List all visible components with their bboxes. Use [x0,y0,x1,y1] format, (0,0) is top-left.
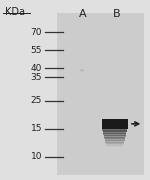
Bar [105,139,125,140]
Bar [103,131,127,132]
Ellipse shape [80,69,84,72]
Bar [102,128,127,129]
Text: 55: 55 [30,46,42,55]
Bar [106,147,123,148]
Bar [106,144,124,145]
Bar [102,130,127,131]
Bar [102,129,127,130]
Bar [103,134,126,135]
Bar [106,145,123,146]
Text: B: B [113,9,121,19]
Bar [106,143,124,144]
Text: A: A [79,9,86,19]
Bar [104,136,126,137]
Bar [104,138,125,139]
Bar [57,13,144,175]
Bar [104,135,126,136]
Bar [103,130,127,131]
Bar [105,140,125,141]
Bar [106,143,124,144]
Bar [106,145,123,146]
Bar [104,137,125,138]
Text: KDa: KDa [5,7,25,17]
Bar [105,142,124,143]
Text: 25: 25 [31,96,42,105]
Text: 10: 10 [30,152,42,161]
Bar [106,146,123,147]
Bar [105,138,125,140]
Bar [103,133,126,134]
Bar [105,141,124,143]
Bar [105,141,124,142]
Text: 70: 70 [30,28,42,37]
Text: 35: 35 [30,73,42,82]
Bar [103,133,126,134]
Bar [104,135,126,136]
Bar [105,140,124,141]
Bar [103,131,127,132]
Text: 15: 15 [30,124,42,133]
Text: 40: 40 [31,64,42,73]
Bar [103,132,126,133]
Bar [102,119,128,129]
Bar [104,136,125,138]
